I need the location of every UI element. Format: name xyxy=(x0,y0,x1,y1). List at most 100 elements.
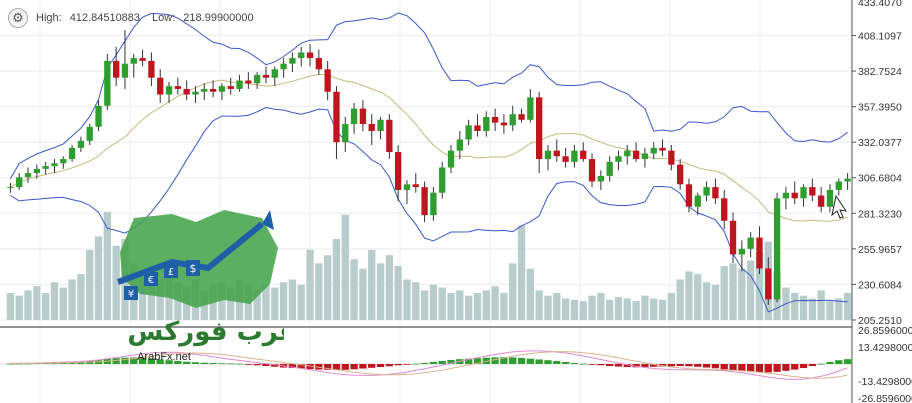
bollinger-upper-line xyxy=(9,12,848,179)
macd-histogram-bar xyxy=(579,363,587,365)
volume-bar xyxy=(297,284,305,320)
volume-bar xyxy=(685,271,693,320)
candle-body xyxy=(747,237,754,249)
candle xyxy=(377,116,384,140)
candle xyxy=(342,116,349,153)
candle xyxy=(580,142,587,162)
volume-bar xyxy=(561,298,570,320)
candle xyxy=(430,187,437,221)
macd-signal-line xyxy=(10,351,848,379)
macd-histogram-bar xyxy=(112,358,120,364)
volume-bar xyxy=(174,282,182,320)
macd-histogram-bar xyxy=(350,364,358,370)
candle xyxy=(403,180,411,204)
candle-body xyxy=(544,150,552,160)
candle-body xyxy=(809,187,816,196)
volume-bar xyxy=(412,282,420,320)
candle xyxy=(518,108,525,123)
candle-body xyxy=(24,173,32,178)
cursor-arrow-icon xyxy=(831,194,848,219)
candle-body xyxy=(324,69,331,92)
volume-bar xyxy=(835,298,843,320)
candle-body xyxy=(773,198,781,300)
candle-body xyxy=(359,108,367,124)
macd-histogram-bar xyxy=(747,364,755,372)
volume-bar xyxy=(729,263,737,320)
candle xyxy=(51,159,58,174)
candle-body xyxy=(818,195,825,207)
volume-bar xyxy=(473,293,482,320)
volume-bar xyxy=(438,287,446,320)
macd-histogram-bar xyxy=(782,364,790,371)
high-label: High: xyxy=(36,12,62,24)
candle xyxy=(571,145,578,168)
macd-histogram-bar xyxy=(835,360,843,364)
volume-bar xyxy=(15,295,23,320)
macd-histogram-bar xyxy=(544,360,552,364)
candle-body xyxy=(148,60,155,78)
candle xyxy=(527,88,534,123)
volume-bar xyxy=(147,272,156,320)
volume-bar xyxy=(711,284,720,320)
macd-histogram-bar xyxy=(826,361,834,364)
candle xyxy=(483,111,490,137)
macd-histogram-bar xyxy=(359,364,367,369)
macd-histogram-bar xyxy=(650,364,658,367)
candle-body xyxy=(491,116,499,123)
candle xyxy=(536,91,543,174)
macd-histogram-bar xyxy=(332,364,341,371)
y-tick-label: 230.6084 xyxy=(858,279,902,291)
macd-histogram-bar xyxy=(517,357,526,364)
candle-body xyxy=(694,195,701,207)
candle xyxy=(60,156,67,169)
macd-histogram-bar xyxy=(235,363,244,365)
volume-bar xyxy=(447,293,455,320)
y-tick-label: 306.6804 xyxy=(858,173,902,185)
candle-body xyxy=(465,125,472,140)
candle-body xyxy=(659,147,666,151)
macd-histogram-bar xyxy=(570,362,579,364)
macd-histogram-bar xyxy=(191,362,200,364)
volume-bar xyxy=(350,259,358,320)
candle xyxy=(298,46,305,67)
macd-histogram-bar xyxy=(447,359,455,364)
macd-histogram-bar xyxy=(438,360,446,364)
candle-body xyxy=(703,187,710,196)
candlesticks xyxy=(0,30,852,328)
macd-histogram-bar xyxy=(764,364,772,373)
candle xyxy=(685,178,693,213)
macd-histogram-bar xyxy=(729,364,737,371)
macd-histogram-bar xyxy=(843,359,852,364)
candle xyxy=(835,178,842,196)
volume-bar xyxy=(826,301,834,320)
macd-histogram-bar xyxy=(808,364,816,367)
gear-icon[interactable]: ⚙ xyxy=(8,8,28,28)
candle-body xyxy=(315,58,322,70)
volume-bar xyxy=(368,249,376,320)
candle-body xyxy=(668,150,675,165)
candle-body xyxy=(254,74,261,84)
candle-body xyxy=(192,91,199,95)
macd-histogram-bar xyxy=(174,360,182,364)
volume-bar xyxy=(650,298,658,320)
candle-body xyxy=(800,187,807,199)
macd-histogram-bar xyxy=(632,364,640,368)
volume-bar xyxy=(262,284,270,320)
candle-body xyxy=(483,116,490,132)
macd-histogram-bar xyxy=(306,364,314,370)
volume-bars xyxy=(6,212,852,320)
macd-histogram-bar xyxy=(738,364,746,372)
candle-body xyxy=(412,184,419,188)
candle xyxy=(104,53,111,110)
volume-bar xyxy=(376,263,385,320)
candle-body xyxy=(509,114,516,126)
candle-body xyxy=(368,123,375,132)
candle xyxy=(447,145,455,174)
candle-body xyxy=(16,177,23,188)
candle xyxy=(333,86,340,160)
candle-body xyxy=(456,139,463,151)
macd-histogram-bar xyxy=(473,358,482,364)
macd-histogram-bar xyxy=(606,364,614,367)
candle xyxy=(721,189,728,230)
